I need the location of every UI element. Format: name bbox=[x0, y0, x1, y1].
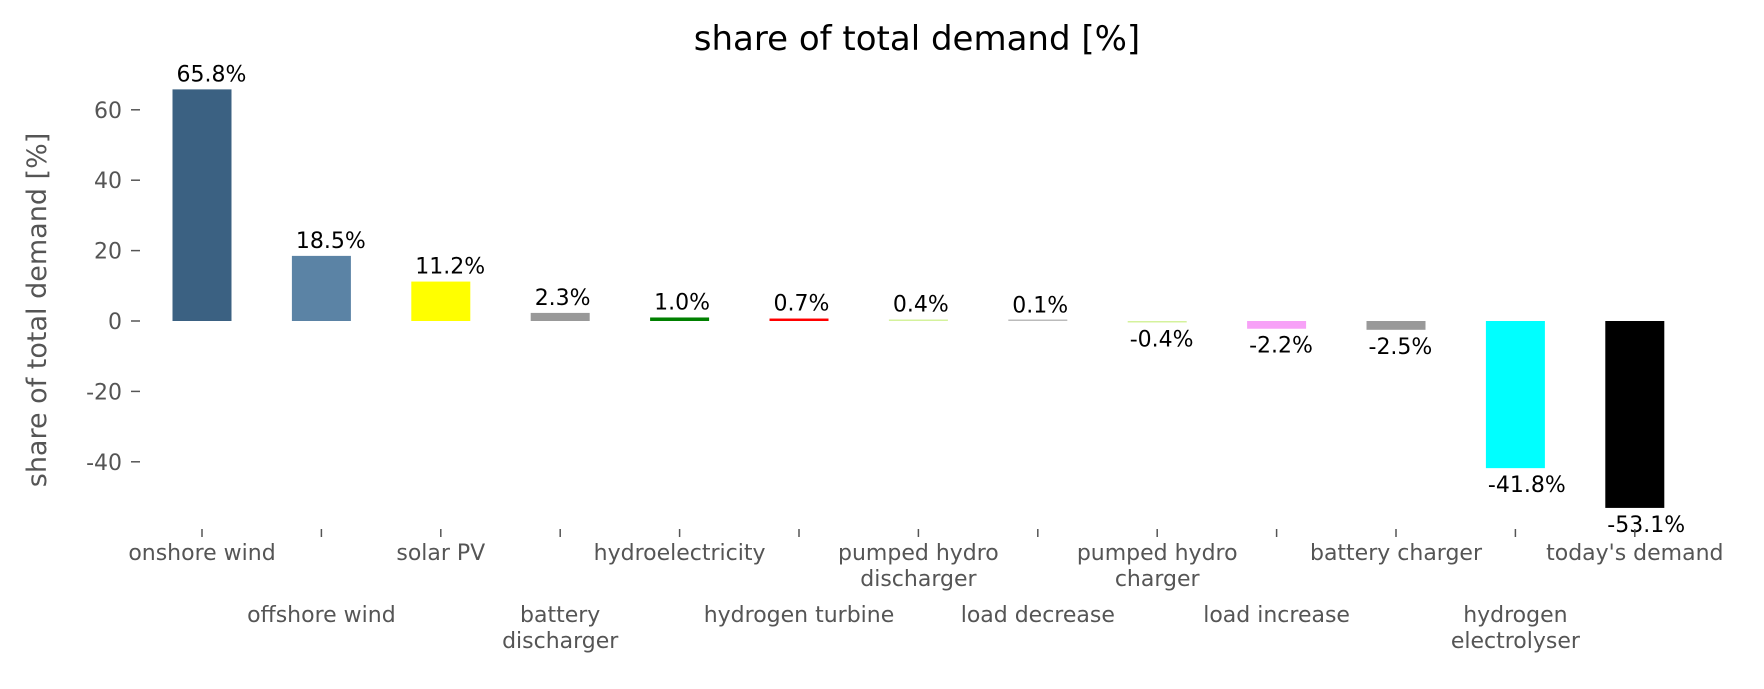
x-tick-label: pumped hydro charger bbox=[1077, 541, 1238, 592]
bar bbox=[1008, 319, 1068, 321]
x-tick-label: today's demand bbox=[1546, 541, 1723, 566]
data-label: 18.5% bbox=[296, 229, 366, 254]
x-tick-label: onshore wind bbox=[128, 541, 275, 566]
x-tick-label-line: pumped hydro bbox=[1077, 541, 1238, 566]
y-tick-label: 60 bbox=[94, 99, 122, 124]
bar bbox=[1247, 321, 1307, 329]
y-tick-label: 40 bbox=[94, 169, 122, 194]
data-label: -41.8% bbox=[1488, 473, 1566, 498]
y-axis: -40 -20 0 20 40 60 bbox=[86, 99, 140, 476]
bar bbox=[769, 318, 829, 321]
x-tick-label: offshore wind bbox=[247, 603, 396, 628]
x-tick-label-line: hydrogen turbine bbox=[704, 603, 895, 628]
x-tick-label: hydroelectricity bbox=[594, 541, 766, 566]
x-tick-label-line: onshore wind bbox=[128, 541, 275, 566]
x-tick-label-line: hydroelectricity bbox=[594, 541, 766, 566]
x-tick-label: load increase bbox=[1203, 603, 1350, 628]
y-tick-label: -20 bbox=[86, 380, 122, 405]
x-axis: onshore wind offshore wind solar PV battery… bbox=[128, 529, 1723, 654]
bar bbox=[650, 317, 710, 321]
x-tick-label-line: charger bbox=[1115, 567, 1201, 592]
x-tick-label: pumped hydro discharger bbox=[838, 541, 999, 592]
bar bbox=[1485, 321, 1545, 469]
x-tick-label: hydrogen turbine bbox=[704, 603, 895, 628]
data-label: 1.0% bbox=[654, 290, 710, 315]
x-tick-label-line: solar PV bbox=[396, 541, 485, 566]
x-tick-label: solar PV bbox=[396, 541, 485, 566]
x-tick-label-line: electrolyser bbox=[1451, 629, 1581, 654]
data-label: 65.8% bbox=[177, 62, 247, 87]
bar bbox=[172, 89, 232, 321]
bar bbox=[291, 255, 351, 321]
data-label: 0.4% bbox=[893, 293, 949, 318]
data-label: 2.3% bbox=[535, 286, 591, 311]
x-tick-label-line: battery bbox=[520, 603, 600, 628]
chart-title: share of total demand [%] bbox=[694, 19, 1140, 59]
y-tick-label: 0 bbox=[108, 310, 122, 335]
bar bbox=[530, 312, 590, 321]
y-tick-label: -40 bbox=[86, 451, 122, 476]
data-label: 11.2% bbox=[415, 255, 485, 280]
x-tick-label: battery charger bbox=[1310, 541, 1483, 566]
data-label: -0.4% bbox=[1130, 327, 1194, 352]
x-tick-label-line: hydrogen bbox=[1463, 603, 1567, 628]
x-tick-label-line: offshore wind bbox=[247, 603, 396, 628]
y-axis-label: share of total demand [%] bbox=[22, 133, 53, 488]
bar bbox=[888, 319, 948, 321]
x-tick-label-line: load increase bbox=[1203, 603, 1350, 628]
data-label: -2.2% bbox=[1249, 334, 1313, 359]
x-tick-label: load decrease bbox=[961, 603, 1115, 628]
bar bbox=[1605, 321, 1665, 508]
bar bbox=[1366, 321, 1426, 330]
x-tick-label-line: pumped hydro bbox=[838, 541, 999, 566]
data-label: 0.7% bbox=[774, 292, 830, 317]
bars: 65.8% 18.5% 11.2% 2.3% 1.0% 0.7% 0.4% 0.1% -0.4%… bbox=[172, 62, 1685, 538]
x-tick-label-line: discharger bbox=[860, 567, 977, 592]
data-label: -53.1% bbox=[1607, 513, 1685, 538]
x-tick-label-line: load decrease bbox=[961, 603, 1115, 628]
x-tick-label-line: battery charger bbox=[1310, 541, 1483, 566]
y-tick-label: 20 bbox=[94, 240, 122, 265]
data-label: -2.5% bbox=[1369, 335, 1433, 360]
x-tick-label: battery discharger bbox=[502, 603, 619, 654]
x-tick-label-line: today's demand bbox=[1546, 541, 1723, 566]
x-tick-label-line: discharger bbox=[502, 629, 619, 654]
data-label: 0.1% bbox=[1012, 294, 1068, 319]
x-tick-label: hydrogen electrolyser bbox=[1451, 603, 1581, 654]
bar bbox=[411, 281, 471, 321]
bar bbox=[1127, 321, 1187, 323]
